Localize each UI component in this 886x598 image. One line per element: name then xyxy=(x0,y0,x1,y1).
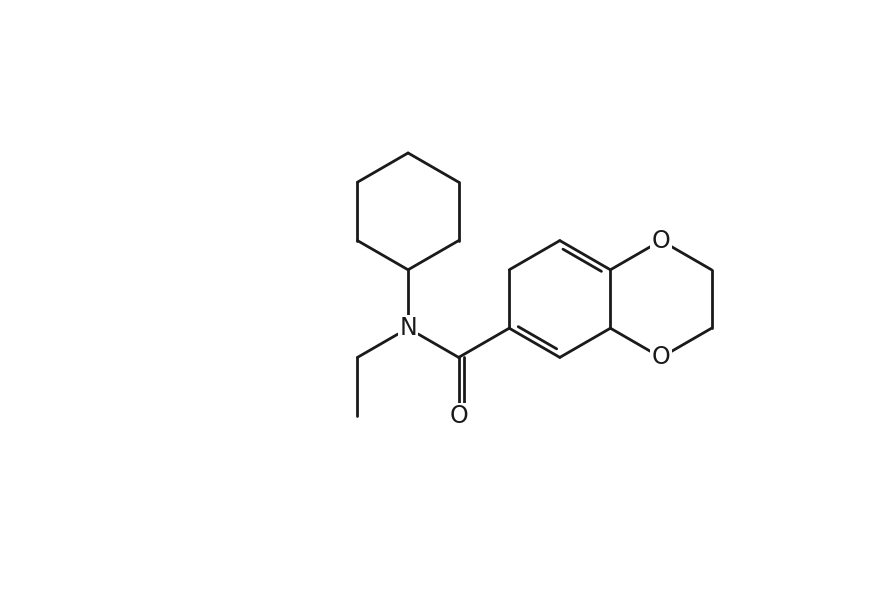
Text: N: N xyxy=(400,316,417,340)
Text: O: O xyxy=(651,228,671,252)
Text: O: O xyxy=(449,404,468,428)
Text: O: O xyxy=(651,346,671,370)
